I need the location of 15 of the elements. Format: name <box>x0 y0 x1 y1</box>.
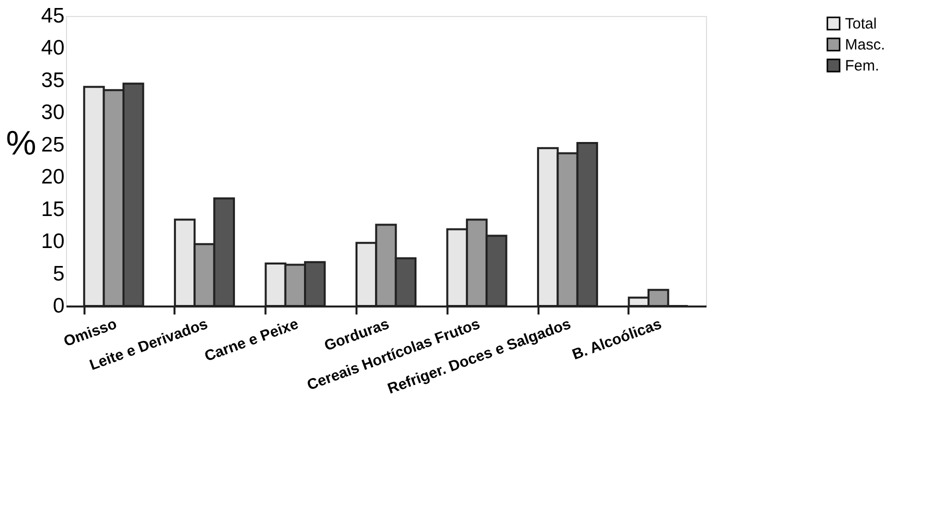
y-tick-label: 40 <box>41 36 64 60</box>
y-tick-label: 25 <box>41 133 64 156</box>
legend-label: Fem. <box>845 58 880 74</box>
y-tick-label: 45 <box>41 4 64 28</box>
y-tick-label: 20 <box>41 166 64 189</box>
y-axis-title: % <box>6 124 36 162</box>
y-tick-label: 30 <box>41 101 64 124</box>
y-tick-label: 15 <box>41 198 64 221</box>
y-tick-label: 35 <box>41 68 64 92</box>
legend-label: Masc. <box>845 36 886 54</box>
y-tick-label: 10 <box>41 230 64 254</box>
x-tick-label: Omisso <box>62 316 120 350</box>
y-tick-label: 5 <box>52 262 64 286</box>
legend-label: Total <box>845 16 877 32</box>
y-tick-label: 0 <box>52 294 64 318</box>
